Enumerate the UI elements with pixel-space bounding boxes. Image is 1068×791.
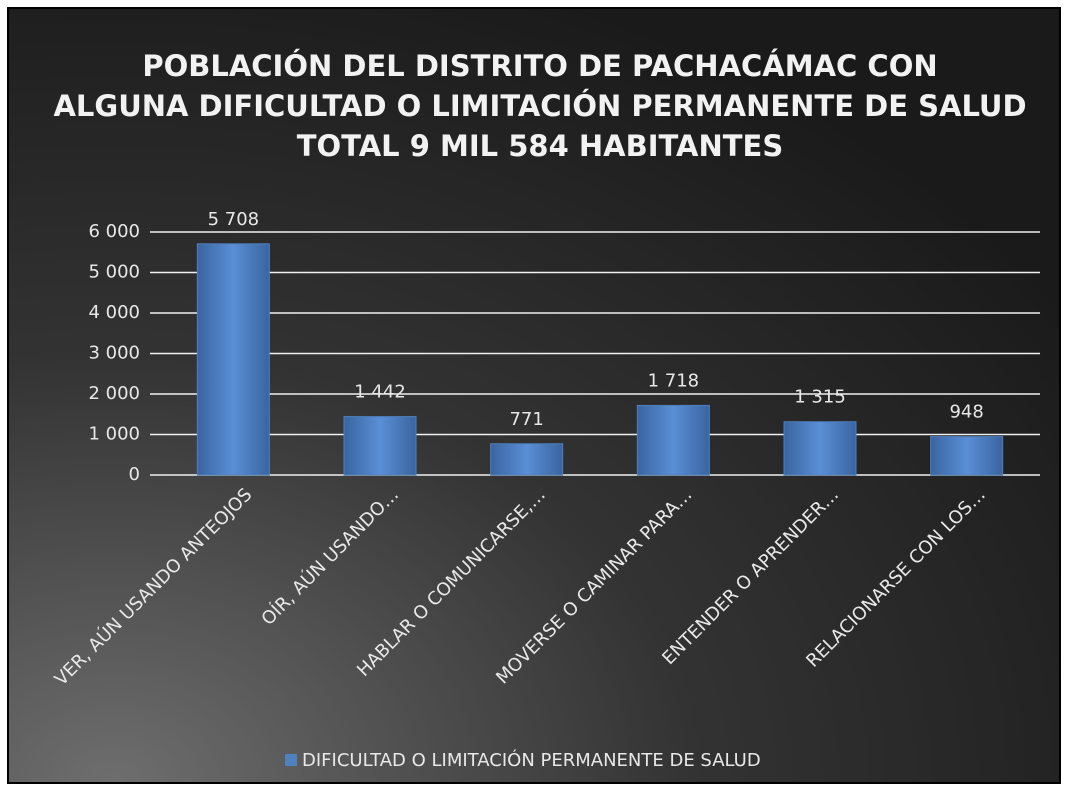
bar	[930, 436, 1004, 476]
y-tick-label: 2 000	[88, 383, 140, 404]
bar	[490, 443, 564, 476]
bar	[783, 421, 857, 476]
bar	[196, 243, 270, 476]
chart-title: TOTAL 9 MIL 584 HABITANTES	[297, 129, 783, 163]
y-tick-label: 5 000	[88, 262, 140, 283]
bar	[343, 416, 417, 476]
bar	[636, 404, 710, 476]
y-tick-label: 1 000	[88, 424, 140, 445]
data-label: 1 315	[794, 387, 846, 408]
y-tick-label: 6 000	[88, 221, 140, 242]
legend-label: DIFICULTAD O LIMITACIÓN PERMANENTE DE SA…	[302, 749, 761, 771]
y-tick-label: 4 000	[88, 302, 140, 323]
data-label: 771	[509, 409, 543, 430]
y-tick-label: 3 000	[88, 343, 140, 364]
data-label: 5 708	[208, 209, 260, 230]
y-tick-label: 0	[129, 464, 140, 485]
legend-swatch	[285, 754, 297, 766]
data-label: 1 718	[648, 370, 700, 391]
chart-title: POBLACIÓN DEL DISTRITO DE PACHACÁMAC CON	[142, 49, 937, 83]
chart-title: ALGUNA DIFICULTAD O LIMITACIÓN PERMANENT…	[53, 89, 1026, 123]
data-label: 948	[949, 402, 983, 423]
data-label: 1 442	[354, 382, 406, 403]
chart-background	[7, 7, 1061, 784]
